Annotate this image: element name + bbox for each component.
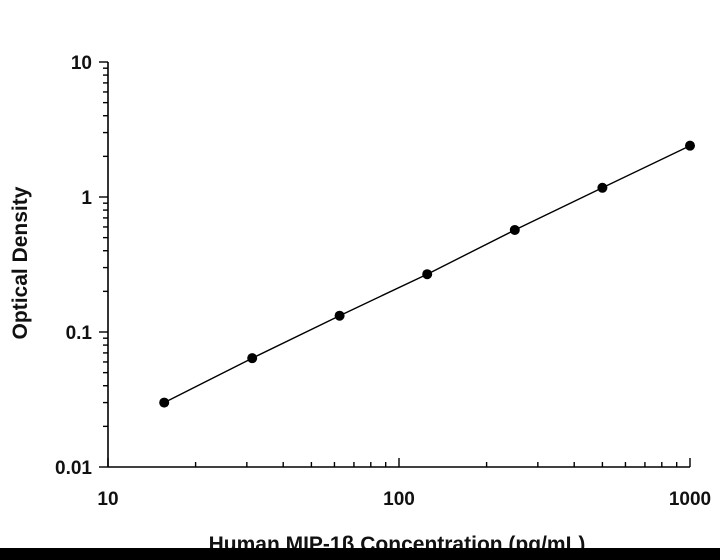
data-point <box>685 140 695 151</box>
series-layer <box>159 140 695 408</box>
x-tick-label: 1000 <box>669 489 711 510</box>
x-axis-ticks <box>107 458 691 467</box>
y-axis-ticks <box>99 61 108 468</box>
data-point <box>159 397 170 408</box>
x-axis-tick-labels: 10 100 1000 <box>97 489 711 510</box>
x-tick-label: 100 <box>383 489 415 510</box>
y-axis-title: Optical Density <box>9 186 32 339</box>
y-axis-tick-labels: 0.01 0.1 1 10 <box>55 53 92 479</box>
y-tick-label: 0.1 <box>66 323 93 344</box>
data-point <box>597 182 608 193</box>
data-point <box>247 353 258 364</box>
bottom-border-bar <box>0 548 720 560</box>
x-tick-label: 10 <box>97 489 118 510</box>
y-tick-label: 0.01 <box>55 458 92 479</box>
y-tick-label: 1 <box>81 188 92 209</box>
data-point <box>422 269 433 280</box>
y-tick-label: 10 <box>71 53 92 74</box>
data-point <box>334 310 345 321</box>
data-point <box>509 224 520 235</box>
